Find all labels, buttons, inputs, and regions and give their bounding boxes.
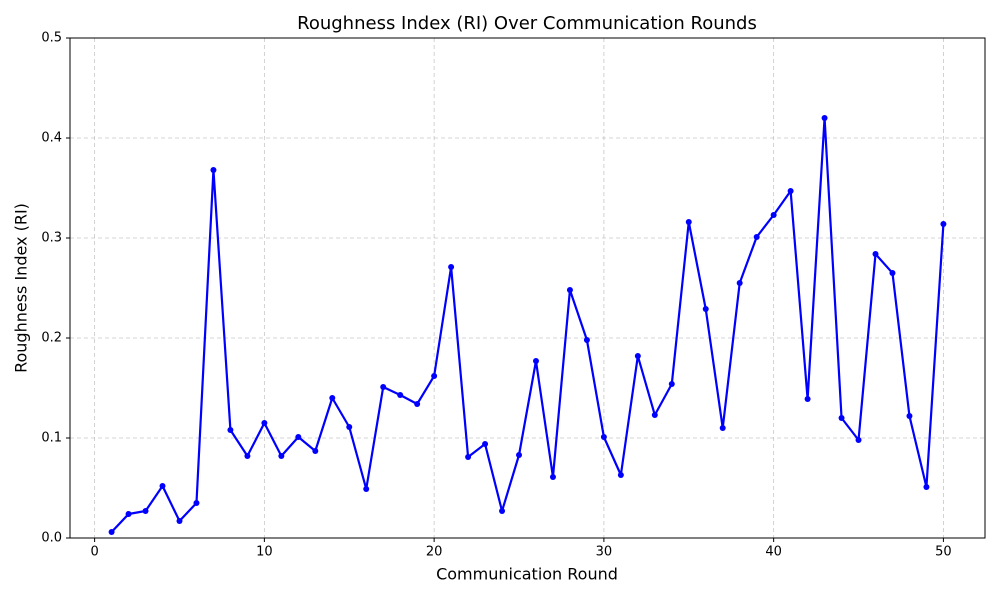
data-point — [736, 280, 743, 286]
data-point — [261, 420, 268, 426]
data-point — [414, 401, 421, 407]
data-point — [617, 472, 624, 478]
y-tick-label: 0.2 — [41, 331, 62, 346]
y-tick-label: 0.3 — [41, 231, 62, 246]
data-point — [634, 353, 641, 359]
data-point — [804, 396, 811, 402]
data-point — [668, 381, 675, 387]
x-tick-label: 20 — [426, 545, 443, 560]
data-point — [872, 251, 879, 257]
data-point — [889, 270, 896, 276]
data-point — [278, 453, 285, 459]
x-tick-label: 30 — [596, 545, 613, 560]
y-axis-label: Roughness Index (RI) — [12, 203, 31, 373]
data-point — [108, 529, 115, 535]
data-point — [702, 306, 709, 312]
data-point — [499, 508, 506, 514]
data-point — [906, 413, 913, 419]
data-point — [516, 452, 523, 458]
data-point — [651, 412, 658, 418]
x-tick-label: 50 — [935, 545, 952, 560]
y-tick-label: 0.4 — [41, 131, 62, 146]
data-point — [397, 392, 404, 398]
data-point — [855, 437, 862, 443]
data-point — [465, 454, 472, 460]
data-point — [295, 434, 302, 440]
data-point — [380, 384, 387, 390]
x-axis-label: Communication Round — [436, 565, 618, 584]
data-point — [821, 115, 828, 121]
x-tick-label: 10 — [256, 545, 273, 560]
data-point — [363, 486, 370, 492]
data-point — [549, 474, 556, 480]
data-point — [940, 221, 947, 227]
data-point — [685, 219, 692, 225]
data-point — [838, 415, 845, 421]
x-tick-label: 0 — [90, 545, 98, 560]
data-point — [227, 427, 234, 433]
plot-frame — [69, 37, 986, 539]
data-point — [787, 188, 794, 194]
data-point — [719, 425, 726, 431]
data-point — [431, 373, 438, 379]
data-point — [532, 358, 539, 364]
data-point — [125, 511, 132, 517]
x-tick-label: 40 — [765, 545, 782, 560]
data-point — [193, 500, 200, 506]
y-tick-label: 0.1 — [41, 431, 62, 446]
data-line — [110, 116, 945, 533]
data-point — [482, 441, 489, 447]
data-point — [142, 508, 149, 514]
chart-title: Roughness Index (RI) Over Communication … — [297, 13, 757, 34]
y-tick-label: 0.0 — [41, 531, 62, 546]
data-point — [770, 212, 777, 218]
data-point — [210, 167, 217, 173]
data-point — [346, 424, 353, 430]
data-point — [312, 448, 319, 454]
data-point — [566, 287, 573, 293]
data-point — [923, 484, 930, 490]
y-tick-label: 0.5 — [41, 31, 62, 46]
data-point — [159, 483, 166, 489]
data-point — [753, 234, 760, 240]
data-point — [329, 395, 336, 401]
data-point — [583, 337, 590, 343]
data-point — [448, 264, 455, 270]
data-point — [244, 453, 251, 459]
data-point — [176, 518, 183, 524]
data-point — [600, 434, 607, 440]
